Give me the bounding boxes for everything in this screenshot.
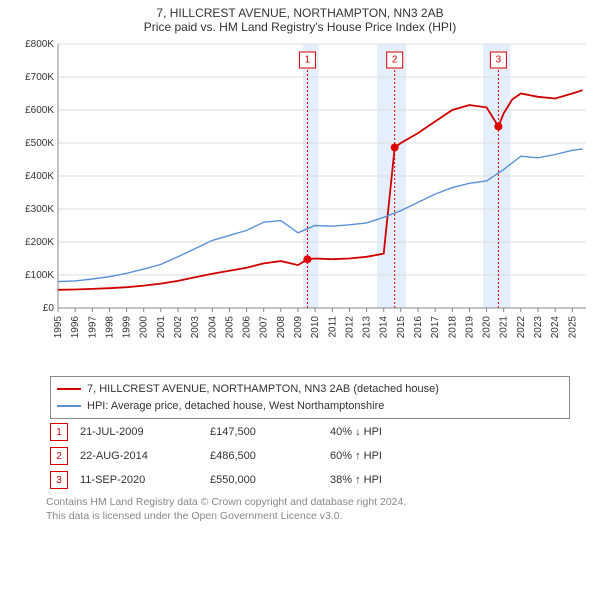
sale-price-2: £486,500 bbox=[210, 450, 330, 462]
legend-item-property: 7, HILLCREST AVENUE, NORTHAMPTON, NN3 2A… bbox=[57, 381, 563, 398]
svg-text:£700K: £700K bbox=[25, 72, 54, 83]
svg-text:2001: 2001 bbox=[156, 316, 167, 339]
legend-swatch-property bbox=[57, 388, 81, 390]
sales-table: 1 21-JUL-2009 £147,500 40% ↓ HPI 2 22-AU… bbox=[50, 423, 570, 489]
svg-text:1996: 1996 bbox=[70, 316, 81, 339]
svg-text:2002: 2002 bbox=[173, 316, 184, 339]
chart-subtitle: Price paid vs. HM Land Registry's House … bbox=[10, 20, 590, 34]
sale-delta-1: 40% ↓ HPI bbox=[330, 426, 450, 438]
legend-label-hpi: HPI: Average price, detached house, West… bbox=[87, 398, 384, 415]
svg-text:2018: 2018 bbox=[447, 316, 458, 339]
sale-marker-2: 2 bbox=[50, 447, 68, 465]
legend: 7, HILLCREST AVENUE, NORTHAMPTON, NN3 2A… bbox=[50, 376, 570, 419]
svg-text:2010: 2010 bbox=[310, 316, 321, 339]
svg-text:2024: 2024 bbox=[550, 316, 561, 339]
svg-text:2017: 2017 bbox=[430, 316, 441, 339]
svg-text:2022: 2022 bbox=[516, 316, 527, 339]
sale-price-1: £147,500 bbox=[210, 426, 330, 438]
sale-date-2: 22-AUG-2014 bbox=[80, 450, 210, 462]
svg-text:£600K: £600K bbox=[25, 105, 54, 116]
sale-date-1: 21-JUL-2009 bbox=[80, 426, 210, 438]
svg-text:2020: 2020 bbox=[482, 316, 493, 339]
svg-text:2014: 2014 bbox=[379, 316, 390, 339]
svg-text:2025: 2025 bbox=[567, 316, 578, 339]
sale-marker-1: 1 bbox=[50, 423, 68, 441]
legend-swatch-hpi bbox=[57, 405, 81, 407]
svg-text:£800K: £800K bbox=[25, 40, 54, 50]
svg-text:1998: 1998 bbox=[104, 316, 115, 339]
svg-text:2003: 2003 bbox=[190, 316, 201, 339]
svg-text:£100K: £100K bbox=[25, 270, 54, 281]
svg-text:2012: 2012 bbox=[344, 316, 355, 339]
sale-delta-3: 38% ↑ HPI bbox=[330, 474, 450, 486]
svg-text:£300K: £300K bbox=[25, 204, 54, 215]
sale-delta-2: 60% ↑ HPI bbox=[330, 450, 450, 462]
chart-svg: £0 £100K £200K £300K £400K £500K £600K £700K £80… bbox=[10, 40, 590, 370]
sale-marker-3: 3 bbox=[50, 471, 68, 489]
price-chart: £0 £100K £200K £300K £400K £500K £600K £700K £80… bbox=[10, 40, 590, 370]
svg-text:2008: 2008 bbox=[276, 316, 287, 339]
attribution-line2: This data is licensed under the Open Gov… bbox=[46, 509, 570, 523]
attribution: Contains HM Land Registry data © Crown c… bbox=[46, 495, 570, 523]
svg-text:2019: 2019 bbox=[464, 316, 475, 339]
svg-text:2006: 2006 bbox=[242, 316, 253, 339]
svg-text:2013: 2013 bbox=[362, 316, 373, 339]
sale-price-3: £550,000 bbox=[210, 474, 330, 486]
svg-text:1995: 1995 bbox=[53, 316, 64, 339]
svg-text:2015: 2015 bbox=[396, 316, 407, 339]
chart-title-address: 7, HILLCREST AVENUE, NORTHAMPTON, NN3 2A… bbox=[10, 6, 590, 20]
svg-text:2000: 2000 bbox=[139, 316, 150, 339]
svg-text:1997: 1997 bbox=[87, 316, 98, 339]
svg-text:1: 1 bbox=[305, 55, 311, 66]
svg-text:1999: 1999 bbox=[122, 316, 133, 339]
svg-text:£200K: £200K bbox=[25, 237, 54, 248]
svg-text:2021: 2021 bbox=[499, 316, 510, 339]
svg-text:2005: 2005 bbox=[224, 316, 235, 339]
svg-text:2016: 2016 bbox=[413, 316, 424, 339]
svg-text:2011: 2011 bbox=[327, 316, 338, 338]
svg-text:2004: 2004 bbox=[207, 316, 218, 339]
svg-text:2007: 2007 bbox=[259, 316, 270, 339]
svg-text:£0: £0 bbox=[43, 303, 55, 314]
svg-text:2023: 2023 bbox=[533, 316, 544, 339]
svg-text:£400K: £400K bbox=[25, 171, 54, 182]
svg-text:£500K: £500K bbox=[25, 138, 54, 149]
legend-item-hpi: HPI: Average price, detached house, West… bbox=[57, 398, 563, 415]
attribution-line1: Contains HM Land Registry data © Crown c… bbox=[46, 495, 570, 509]
svg-text:2009: 2009 bbox=[293, 316, 304, 339]
sale-date-3: 11-SEP-2020 bbox=[80, 474, 210, 486]
svg-text:3: 3 bbox=[496, 55, 502, 66]
svg-text:2: 2 bbox=[392, 55, 398, 66]
legend-label-property: 7, HILLCREST AVENUE, NORTHAMPTON, NN3 2A… bbox=[87, 381, 439, 398]
